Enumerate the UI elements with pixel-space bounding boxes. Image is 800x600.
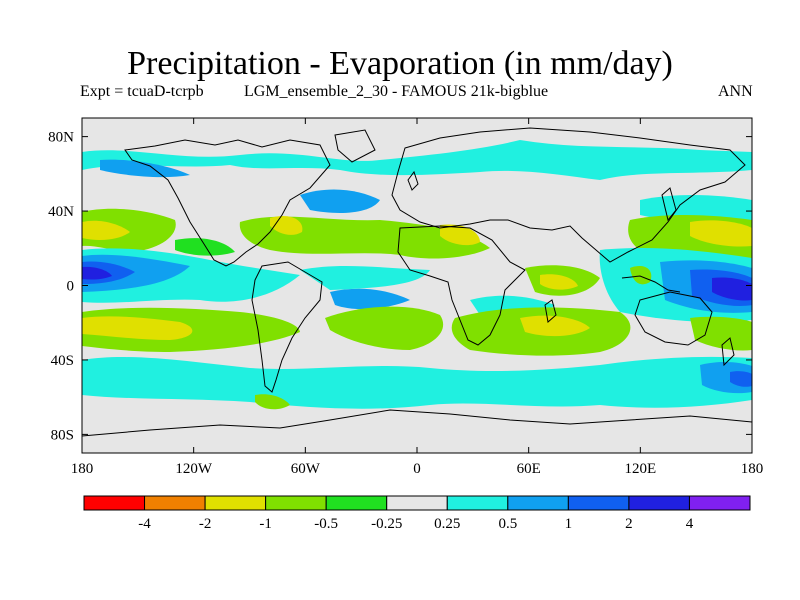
coast-new-zealand xyxy=(721,337,735,367)
colorbar-swatch xyxy=(386,495,448,511)
colorbar-label: -0.25 xyxy=(371,516,402,532)
field-equatorial-atlantic-blue xyxy=(330,288,410,310)
x-tick-label: 180 xyxy=(741,461,764,477)
y-tick-label: 40N xyxy=(48,204,74,220)
coast-japan xyxy=(661,187,677,222)
x-tick-label: 0 xyxy=(413,461,421,477)
run-label: LGM_ensemble_2_30 - FAMOUS 21k-bigblue xyxy=(244,83,549,100)
colorbar-swatch xyxy=(567,495,630,511)
coast-madagascar xyxy=(544,299,557,323)
y-tick-label: 40S xyxy=(51,353,74,369)
colorbar-swatch xyxy=(144,495,206,511)
y-tick-label: 0 xyxy=(67,279,75,295)
coast-eurasia xyxy=(391,127,746,263)
colorbar-label: 4 xyxy=(686,516,694,532)
colorbar-swatch xyxy=(204,495,267,511)
colorbar-label: 0.5 xyxy=(498,516,517,532)
experiment-label: Expt = tcuaD-tcrpb xyxy=(80,83,204,100)
x-tick-label: 60W xyxy=(291,461,321,477)
field-south-pacific-subtropical-yellow xyxy=(82,316,193,340)
coast-australia xyxy=(634,291,713,346)
colorbar-swatch xyxy=(507,495,569,511)
field-indian-ocean-yellow xyxy=(540,274,578,290)
coast-uk xyxy=(407,170,419,191)
map-plot xyxy=(81,117,753,454)
colorbar-swatch xyxy=(83,495,146,511)
colorbar-label: 0.25 xyxy=(434,516,460,532)
field-north-atlantic-dry-yellow xyxy=(440,224,480,246)
chart-title: Precipitation - Evaporation (in mm/day) xyxy=(127,45,673,82)
field-maritime-green-2 xyxy=(630,265,652,285)
field-north-pacific-subtropical-yellow xyxy=(82,220,130,240)
x-tick-label: 120E xyxy=(624,461,656,477)
field-tropical-pacific-core xyxy=(82,266,112,280)
field-south-indian-subtropical-yellow xyxy=(520,315,590,337)
field-west-pacific-warm-pool-core xyxy=(712,277,752,301)
colorbar-label: -2 xyxy=(199,516,212,532)
colorbar-swatch xyxy=(265,495,327,511)
colorbar-label: 2 xyxy=(625,516,633,532)
x-tick-label: 60E xyxy=(517,461,541,477)
y-tick-label: 80S xyxy=(51,427,74,443)
field-north-pacific-blue xyxy=(100,159,190,178)
field-north-pacific-subtropical-green xyxy=(82,208,176,252)
colorbar-swatch xyxy=(688,495,751,511)
colorbar-label: 1 xyxy=(565,516,573,532)
colorbar-swatch xyxy=(628,495,690,511)
colorbar-swatch xyxy=(325,495,388,511)
coast-indonesia xyxy=(621,275,681,293)
colorbar-swatch xyxy=(446,495,509,511)
x-tick-label: 120W xyxy=(175,461,213,477)
field-south-atlantic-subtropical-green xyxy=(325,306,444,350)
coast-south-america xyxy=(251,261,323,393)
field-southern-ocean-darkblue xyxy=(730,371,752,387)
coast-greenland xyxy=(334,129,376,163)
x-axis: 180 120W 60W 0 60E 120E 180 xyxy=(71,118,764,477)
coast-antarctica xyxy=(82,409,752,437)
field-west-pacific-subtropical-yellow xyxy=(690,220,752,247)
contour-fields xyxy=(82,140,752,410)
field-north-subarctic-cyan xyxy=(82,140,752,180)
coastlines xyxy=(82,127,752,437)
field-east-pacific-north-green xyxy=(175,238,235,256)
field-north-atlantic-blue xyxy=(300,189,380,213)
season-label: ANN xyxy=(718,83,753,100)
colorbar-label: -4 xyxy=(138,516,151,532)
field-south-america-cone-green xyxy=(255,394,290,410)
colorbar-label: -0.5 xyxy=(314,516,338,532)
colorbar: -4 -2 -1 -0.5 -0.25 0.25 0.5 1 2 4 xyxy=(83,495,751,532)
x-tick-label: 180 xyxy=(71,461,94,477)
coast-north-america xyxy=(124,139,331,267)
y-tick-label: 80N xyxy=(48,130,74,146)
field-southern-ocean-cyan xyxy=(82,356,752,409)
coast-africa xyxy=(397,225,526,346)
colorbar-label: -1 xyxy=(259,516,272,532)
field-south-pacific-east-green xyxy=(690,316,752,351)
y-axis: 80N 40N 0 40S 80S xyxy=(48,130,752,443)
field-atlantic-itcz-cyan xyxy=(300,265,430,290)
